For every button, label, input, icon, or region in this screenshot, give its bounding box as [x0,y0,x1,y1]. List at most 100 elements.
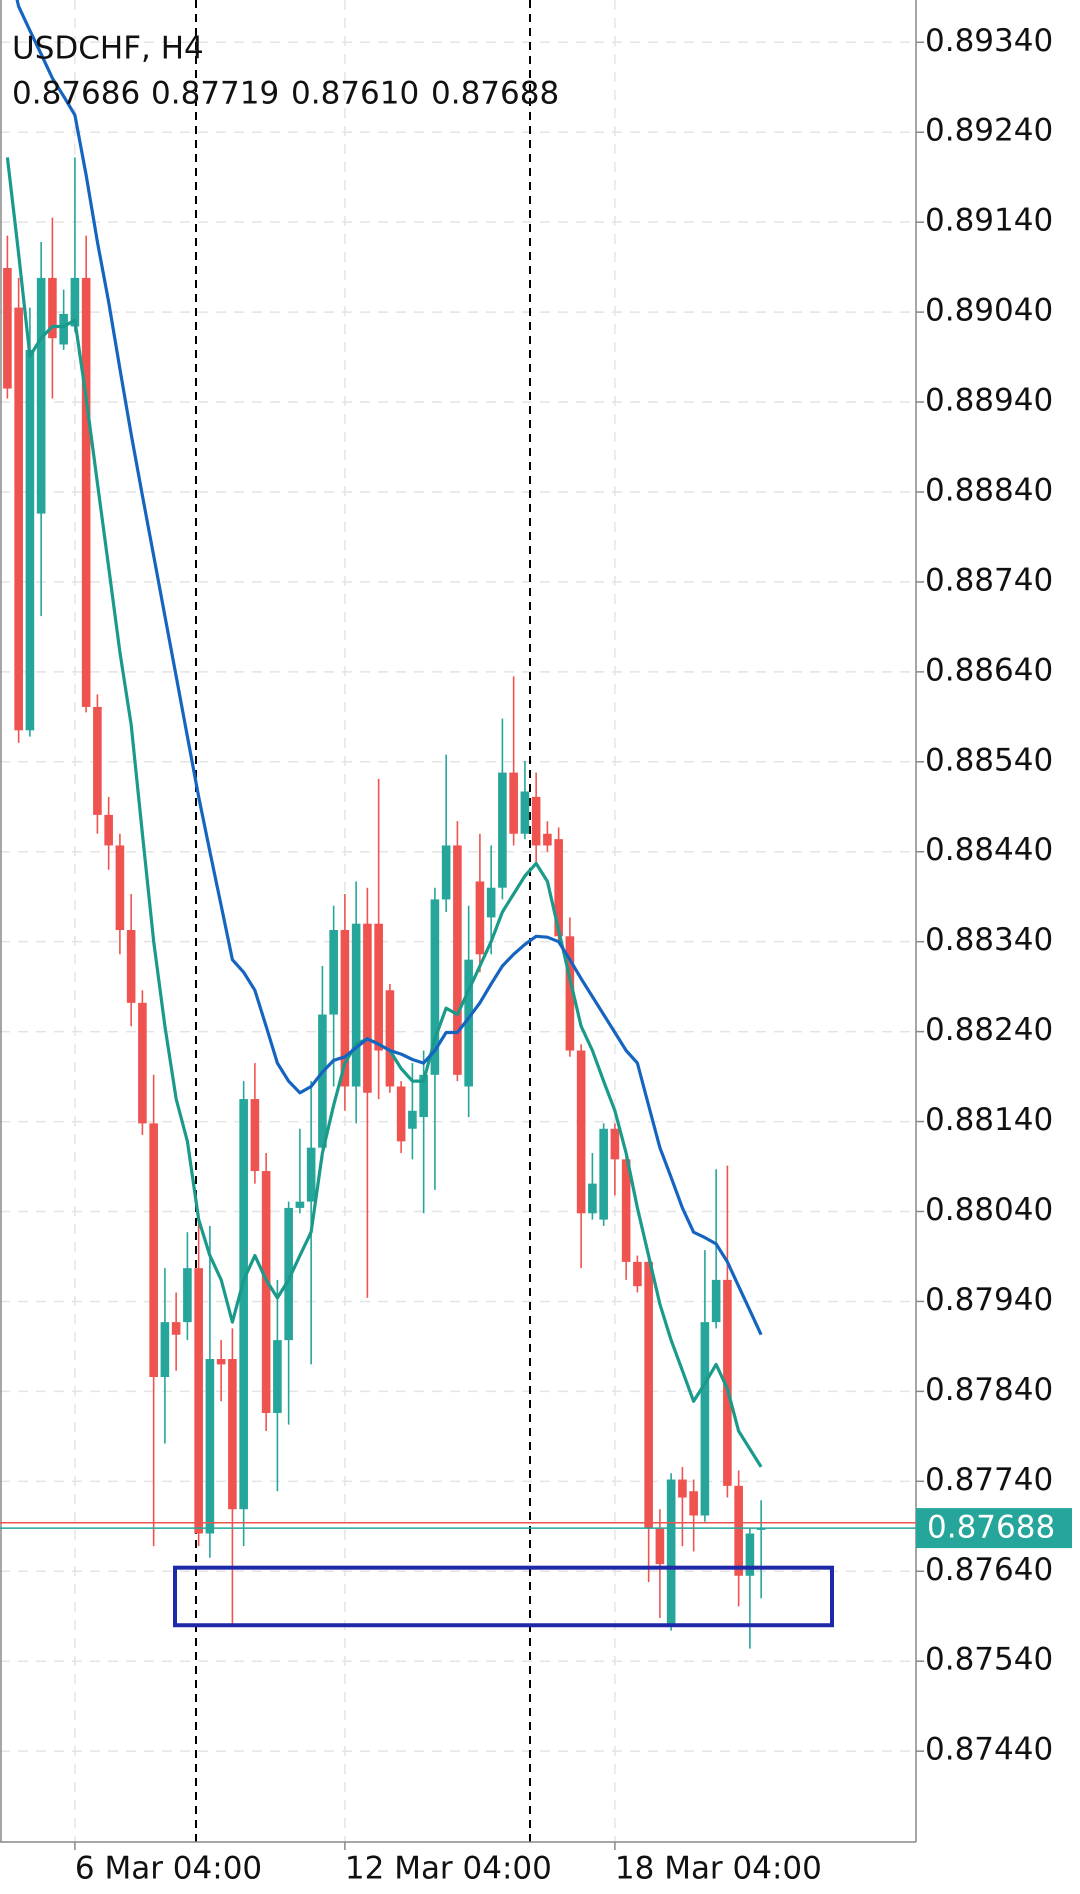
x-tick-label: 18 Mar 04:00 [615,1851,822,1887]
candle-body [216,1359,226,1365]
candle-body [734,1485,743,1576]
candle-body [700,1322,710,1516]
y-tick-label: 0.87540 [925,1642,1053,1678]
zone-rectangle [173,1565,834,1628]
y-tick-label: 0.89340 [925,23,1053,59]
candle-body [419,1074,428,1118]
candle-body [104,814,113,846]
candle-body [295,1201,305,1208]
candle-body [678,1479,687,1498]
candle-body [160,1322,170,1378]
candle-body [48,277,57,339]
candle-body [396,1086,406,1142]
candle-body [520,791,530,834]
candle-body [554,839,563,937]
plot [3,0,834,1649]
candle-body [194,1268,203,1534]
y-tick-label: 0.88940 [925,383,1053,419]
symbol: USDCHF, H4 [12,31,204,67]
y-tick-label: 0.87840 [925,1372,1053,1408]
candle-body [329,929,338,1015]
candle-body [149,1123,158,1378]
candle-body [3,268,12,389]
ohlc-low: 0.87610 [291,76,419,112]
candle-body [318,1014,327,1148]
candle-body [385,990,395,1087]
x-tick-label: 6 Mar 04:00 [75,1851,262,1887]
y-tick-label: 0.88840 [925,472,1053,508]
candle-body [509,772,518,834]
candle-body [543,833,552,846]
y-tick-label: 0.88240 [925,1012,1053,1048]
candle-body [340,929,350,1087]
candle-body [14,307,23,731]
candle-body [138,1002,147,1124]
y-tick-label: 0.87740 [925,1462,1053,1498]
candle-body [621,1159,631,1262]
moving-average [15,0,763,1336]
y-tick-label: 0.87440 [925,1732,1053,1768]
candle-body [239,1099,248,1510]
candle-body [250,1099,260,1172]
candle-body [115,845,125,930]
candle-body [374,923,383,1051]
candle-body [273,1340,282,1413]
candle-body [261,1171,271,1413]
candle-body [531,796,541,846]
y-tick-label: 0.87640 [925,1552,1053,1588]
candle-body [565,936,575,1051]
y-tick-label: 0.88540 [925,742,1053,778]
candle-body [93,706,102,815]
candle-body [475,881,485,955]
candle-body [430,899,440,1075]
y-tick-label: 0.88640 [925,652,1053,688]
candle-body [284,1207,293,1341]
candle-body [633,1261,642,1287]
y-tick-label: 0.89040 [925,293,1053,329]
candle-body [228,1359,237,1510]
candle-body [59,313,68,345]
candle-body [588,1183,597,1214]
y-tick-label: 0.89240 [925,113,1053,149]
y-tick-label: 0.89140 [925,203,1053,239]
candle-body [351,923,361,1087]
candle-body [723,1279,732,1486]
y-tick-label: 0.88740 [925,562,1053,598]
bid-box [916,1508,1072,1549]
y-tick-label: 0.88040 [925,1192,1053,1228]
candle-body [81,277,91,707]
candle-body [486,887,496,918]
candle-body [205,1359,215,1534]
candle-body [666,1479,676,1625]
candle-body [25,349,35,731]
candle-body [655,1528,665,1565]
candle-body [689,1491,698,1516]
y-tick-label: 0.88340 [925,922,1053,958]
x-tick-label: 12 Mar 04:00 [345,1851,552,1887]
ohlc-header: 0.87686 0.87719 0.87610 0.87688 [12,76,559,112]
candle-body [36,277,46,514]
axes: 0.89340 0.89240 0.89140 0.89040 0.88940 0.888… [74,23,1053,1887]
candle-body [610,1128,620,1160]
ohlc-high: 0.87719 [151,76,279,112]
candle-body [453,845,462,1075]
candle-body [599,1128,608,1220]
ohlc-open: 0.87686 [12,76,140,112]
ohlc-close: 0.87688 [431,76,559,112]
candle-body [306,1147,316,1202]
candle-body [644,1261,653,1529]
candle-body [441,845,451,900]
candle-body [576,1050,586,1214]
candle-body [464,959,473,1087]
candle-body [363,923,372,1093]
candle-body [171,1322,181,1335]
candle-body [756,1528,766,1530]
candle-body [70,277,80,327]
y-tick-label: 0.87940 [925,1282,1053,1318]
candle-body [126,929,136,1003]
y-tick-label: 0.88140 [925,1102,1053,1138]
candle-body [745,1533,755,1576]
candle-body [711,1279,721,1323]
